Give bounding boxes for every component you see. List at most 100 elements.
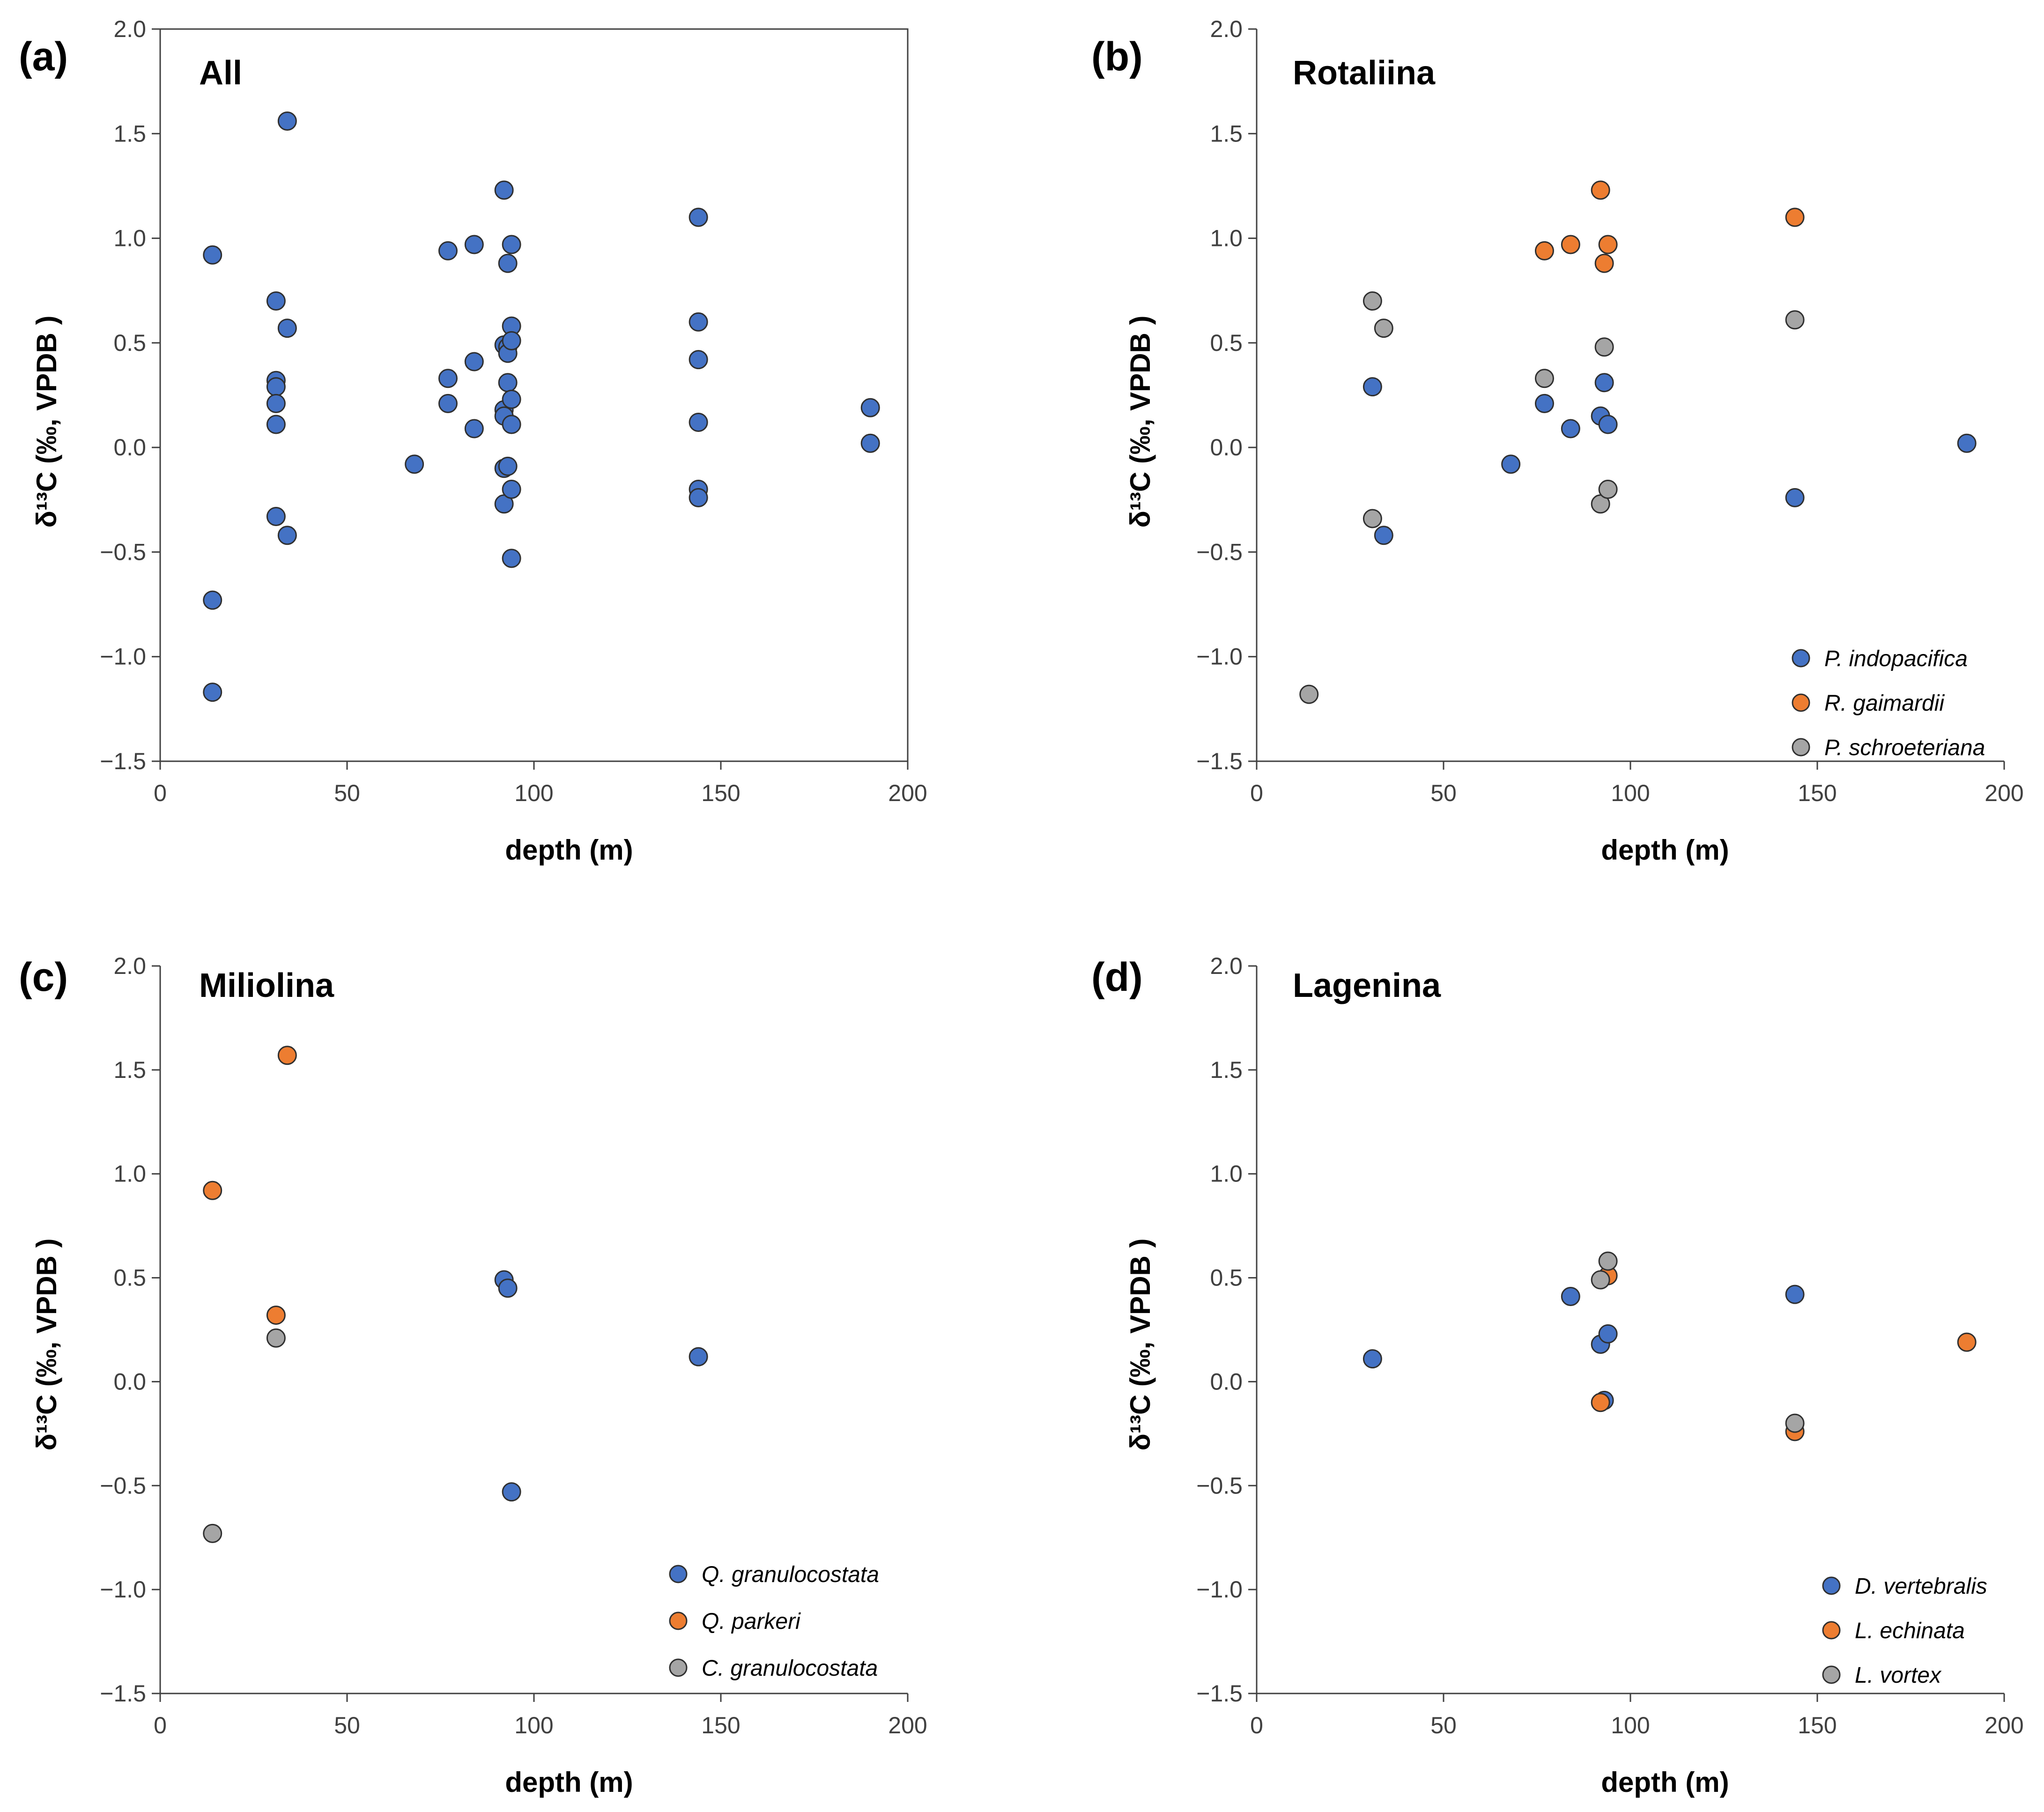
x-tick-label: 50	[334, 1712, 360, 1738]
data-point	[277, 1046, 297, 1065]
data-point	[203, 1181, 222, 1200]
data-point	[266, 507, 286, 527]
data-point	[266, 291, 286, 311]
panel-a-plot: 0 50 100 150 200 −1.5 −1.0 −0.5 0.0 0.5 1.0 1.5 2.0	[100, 16, 927, 806]
data-point	[498, 1278, 518, 1298]
data-point	[266, 415, 286, 434]
x-tick-label: 150	[1798, 780, 1837, 806]
data-point	[1598, 1251, 1618, 1271]
x-tick-label: 200	[888, 780, 927, 806]
y-tick-label: 2.0	[113, 953, 146, 979]
data-point	[1363, 509, 1382, 528]
data-point	[1594, 253, 1614, 273]
legend-label-3: P. schroeteriana	[1824, 735, 1985, 760]
legend-marker-orange	[669, 1611, 688, 1630]
y-tick-label: 1.0	[1210, 1161, 1243, 1187]
x-tick-label: 150	[1798, 1712, 1837, 1738]
data-point	[1501, 454, 1521, 474]
y-tick-label: −1.0	[100, 1576, 146, 1603]
x-tick-label: 0	[1250, 1712, 1263, 1738]
y-tick-label: 0.0	[1210, 434, 1243, 460]
legend-label-1: P. indopacifica	[1824, 646, 1968, 671]
data-point	[498, 456, 518, 476]
panel-a: (a) All depth (m) δ¹³C (‰, VPDB ) 0 50 100…	[19, 16, 927, 866]
panel-d-title: Lagenina	[1293, 967, 1441, 1004]
legend-marker-gray	[1792, 738, 1810, 757]
data-point	[1561, 1287, 1580, 1307]
data-point	[1561, 235, 1580, 254]
data-point	[1785, 488, 1805, 507]
panel-b-xlabel: depth (m)	[1601, 834, 1729, 866]
legend-label-3: L. vortex	[1855, 1663, 1942, 1688]
y-tick-label: 1.0	[113, 225, 146, 252]
legend-label-1: Q. granulocostata	[702, 1562, 879, 1587]
data-point	[860, 398, 880, 417]
data-point	[266, 377, 286, 397]
data-point	[1534, 394, 1554, 413]
data-point	[1598, 479, 1618, 499]
panel-b-legend: P. indopacifica R. gaimardii P. schroete…	[1792, 646, 1985, 760]
legend-marker-blue	[1822, 1576, 1841, 1595]
panel-a-tag: (a)	[19, 34, 68, 79]
data-point	[464, 235, 484, 254]
legend-marker-orange	[1822, 1621, 1841, 1640]
panel-d-tag: (d)	[1091, 955, 1143, 1000]
data-point	[1598, 1324, 1618, 1344]
legend-label-2: Q. parkeri	[702, 1609, 801, 1634]
data-point	[1785, 1413, 1805, 1433]
panel-d-plot: 0 50 100 150 200 −1.5 −1.0 −0.5 0.0 0.5 1.0 1.5 2.0	[1196, 953, 2023, 1738]
panel-c-xlabel: depth (m)	[505, 1767, 633, 1798]
data-point	[1957, 1332, 1977, 1352]
data-point	[498, 373, 518, 393]
data-point	[203, 245, 222, 265]
panel-d-ylabel: δ¹³C (‰, VPDB )	[1125, 1238, 1156, 1450]
data-point	[689, 312, 708, 332]
data-point	[498, 253, 518, 273]
data-point	[860, 433, 880, 453]
y-tick-label: 0.5	[1210, 330, 1243, 356]
legend-marker-blue	[669, 1565, 688, 1583]
x-tick-label: 200	[888, 1712, 927, 1738]
data-point	[277, 526, 297, 545]
x-tick-label: 50	[1430, 780, 1457, 806]
x-tick-label: 200	[1985, 1712, 2023, 1738]
y-tick-label: 2.0	[1210, 953, 1243, 979]
x-tick-label: 0	[154, 1712, 167, 1738]
panel-c-legend: Q. granulocostata Q. parkeri C. granuloc…	[669, 1562, 879, 1681]
x-tick-label: 100	[514, 1712, 553, 1738]
legend-label-2: R. gaimardii	[1824, 691, 1945, 716]
y-tick-label: 1.5	[113, 120, 146, 147]
y-tick-label: 2.0	[113, 16, 146, 42]
y-tick-label: 0.5	[1210, 1265, 1243, 1291]
data-point	[502, 389, 521, 409]
legend-label-2: L. echinata	[1855, 1619, 1965, 1643]
data-point	[277, 319, 297, 338]
y-tick-label: −1.0	[1196, 644, 1243, 670]
data-point	[438, 241, 458, 260]
data-point	[1594, 337, 1614, 357]
data-point	[689, 350, 708, 370]
y-tick-label: −0.5	[100, 539, 146, 565]
y-tick-label: 0.0	[1210, 1368, 1243, 1395]
y-tick-label: 0.5	[113, 330, 146, 356]
panel-c-ylabel: δ¹³C (‰, VPDB )	[31, 1238, 62, 1450]
data-point	[502, 549, 521, 568]
data-point	[438, 369, 458, 388]
data-point	[1363, 291, 1382, 311]
data-point	[502, 331, 521, 350]
data-point	[1591, 1270, 1610, 1290]
data-point	[1561, 419, 1580, 438]
y-tick-label: −0.5	[1196, 539, 1243, 565]
data-point	[266, 394, 286, 413]
data-point	[689, 488, 708, 507]
panel-c-title: Miliolina	[199, 967, 334, 1004]
data-point	[689, 208, 708, 227]
y-tick-label: 1.0	[1210, 225, 1243, 252]
y-tick-label: −1.5	[100, 1680, 146, 1707]
panel-b: (b) Rotaliina depth (m) δ¹³C (‰, VPDB ) …	[1091, 16, 2024, 866]
panel-d: (d) Lagenina depth (m) δ¹³C (‰, VPDB ) 0…	[1091, 953, 2024, 1798]
y-tick-label: −0.5	[100, 1472, 146, 1499]
y-tick-label: 0.5	[113, 1265, 146, 1291]
data-point	[438, 394, 458, 413]
data-point	[266, 1305, 286, 1325]
